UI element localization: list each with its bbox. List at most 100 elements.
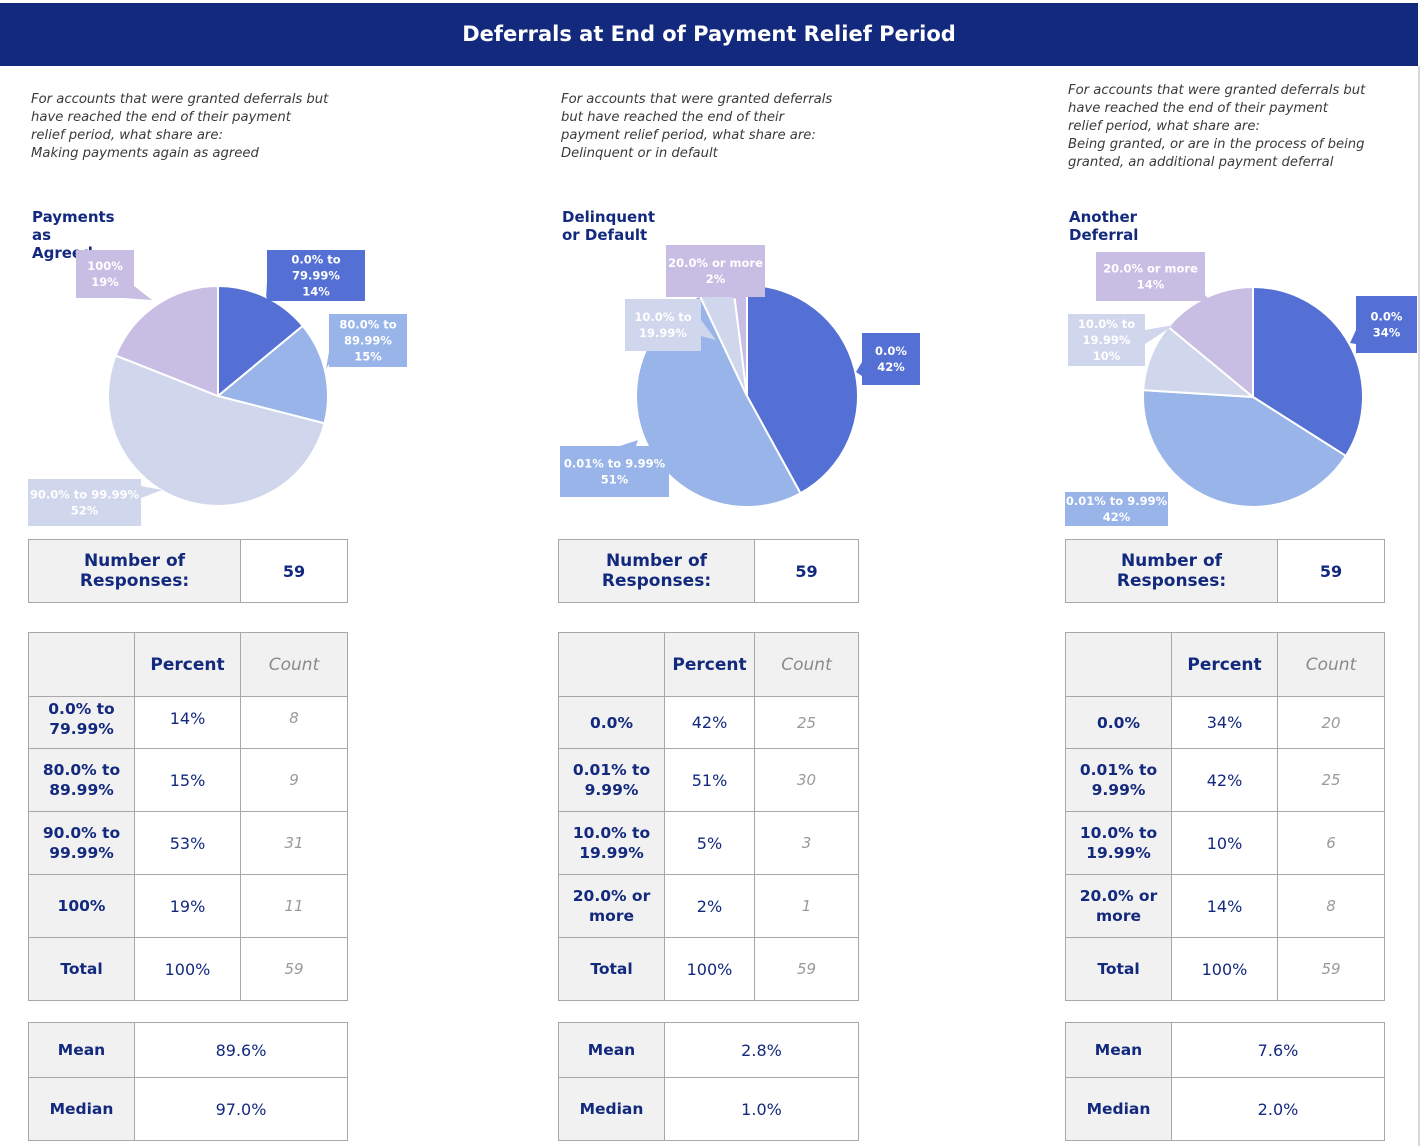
stats-table: Mean 2.8% Median 1.0% [558,1022,859,1141]
data-label: 0.01% to 9.99% 51% [560,440,669,497]
stats-table: Mean 7.6% Median 2.0% [1065,1022,1385,1141]
header-blank [28,632,135,697]
data-label-text: 0.01% to 9.99% [564,457,666,471]
header-blank [1065,632,1172,697]
row-percent: 51% [664,748,755,812]
row-count: 6 [1277,811,1385,875]
data-label: 90.0% to 99.99% 52% [28,479,162,526]
data-label: 0.0% 34% [1350,296,1417,353]
header-percent: Percent [1171,632,1278,697]
row-count: 30 [754,748,859,812]
data-label: 0.0% 42% [856,333,920,385]
row-percent: 15% [134,748,241,812]
data-label-text: 80.0% to [339,318,396,332]
row-percent: 2% [664,874,755,938]
row-count: 20 [1277,696,1385,749]
data-label-text: 14% [302,285,330,299]
row-count: 8 [1277,874,1385,938]
chart-title: Delinquent or Default [562,208,656,244]
stats-table: Mean 89.6% Median 97.0% [28,1022,348,1141]
data-label-text: 42% [1103,510,1131,524]
responses-label: Number of Responses: [1065,539,1278,603]
question-description: For accounts that were granted deferrals… [1068,83,1366,170]
pie-chart: 0.0%34%0.01% to 9.99%42%10.0% to19.99%10… [1065,252,1417,526]
header-percent: Percent [134,632,241,697]
row-label: 0.0% [1065,696,1172,749]
row-label: 0.0% [558,696,665,749]
row-label: 90.0% to 99.99% [28,811,135,875]
data-label-text: 90.0% to 99.99% [30,488,140,502]
data-label: 20.0% or more 2% [666,245,765,300]
distribution-table: Percent Count 0.0% 42% 25 0.01% to 9.99%… [558,632,859,1001]
data-label-text: 2% [706,272,726,286]
row-percent: 10% [1171,811,1278,875]
pie-slice [107,354,326,508]
row-label: 80.0% to 89.99% [28,748,135,812]
page-border [1418,66,1420,1146]
responses-label: Number of Responses: [558,539,755,603]
data-label-text: 42% [877,360,905,374]
row-percent-total: 100% [664,937,755,1001]
header-count: Count [754,632,859,697]
data-label-text: 10.0% to [1078,317,1135,331]
row-percent: 53% [134,811,241,875]
data-label: 0.0% to 79.99% 14% [266,250,365,301]
row-percent: 42% [1171,748,1278,812]
pie-slice [746,283,859,495]
data-label: 0.01% to 9.99% 42% [1065,492,1168,526]
row-percent: 5% [664,811,755,875]
row-label: 0.01% to 9.99% [558,748,665,812]
mean-value: 7.6% [1171,1022,1385,1078]
row-count: 3 [754,811,859,875]
pie-slice [215,324,329,425]
median-label: Median [1065,1077,1172,1141]
mean-label: Mean [1065,1022,1172,1078]
row-percent-total: 100% [1171,937,1278,1001]
responses-table: Number of Responses: 59 [558,539,859,603]
row-count: 9 [240,748,348,812]
pie-chart: 0.0% 42% 0.01% to 9.99% 51% 10.0% to 19.99% 20… [560,245,920,508]
data-label-text: 51% [601,473,629,487]
data-label-text: 14% [1137,278,1165,292]
data-label: 10.0% to 19.99% 10% [1068,314,1174,366]
row-count-total: 59 [240,937,348,1001]
data-label: 10.0% to 19.99% [625,299,716,351]
row-label: 10.0% to 19.99% [1065,811,1172,875]
row-percent: 19% [134,874,241,938]
data-label-text: 19.99% [1083,333,1131,347]
mean-label: Mean [558,1022,665,1078]
responses-value: 59 [1277,539,1385,603]
row-count: 1 [754,874,859,938]
data-label: 20.0% or more 14% [1096,252,1210,301]
mean-value: 89.6% [134,1022,348,1078]
data-label: 80.0% to 89.99% 15% [326,314,407,369]
distribution-table: Percent Count 0.0% to 79.99% 14% 8 80.0%… [28,632,348,1001]
row-count: 25 [1277,748,1385,812]
median-value: 1.0% [664,1077,859,1141]
pie-slice [1142,389,1348,509]
pie-slice [217,284,305,399]
data-label-text: 89.99% [344,334,392,348]
row-label: 100% [28,874,135,938]
pie-slice [114,284,219,398]
data-label-text: 10% [1093,349,1121,363]
mean-label: Mean [28,1022,135,1078]
chart-title: Another Deferral [1069,208,1139,244]
header-count: Count [1277,632,1385,697]
data-label-text: 19.99% [639,326,687,340]
data-label-text: 52% [71,504,99,518]
mean-value: 2.8% [664,1022,859,1078]
row-percent-total: 100% [134,937,241,1001]
header-blank [558,632,665,697]
pie-chart: 0.0% to 79.99% 14% 80.0% to 89.99% 15% 90.0% t… [28,250,407,526]
data-label: 100% 19% [76,250,152,300]
data-label-text: 15% [354,350,382,364]
data-label-text: 100% [87,259,123,273]
data-label-text: 10.0% to [634,310,691,324]
responses-value: 59 [240,539,348,603]
data-label-text: 20.0% or more [1103,262,1198,276]
data-label-text: 0.01% to 9.99% [1066,494,1168,508]
page-title: Deferrals at End of Payment Relief Perio… [0,3,1418,66]
data-label-text: 20.0% or more [668,256,763,270]
row-label-text: 0.0% to 79.99% [48,701,115,738]
